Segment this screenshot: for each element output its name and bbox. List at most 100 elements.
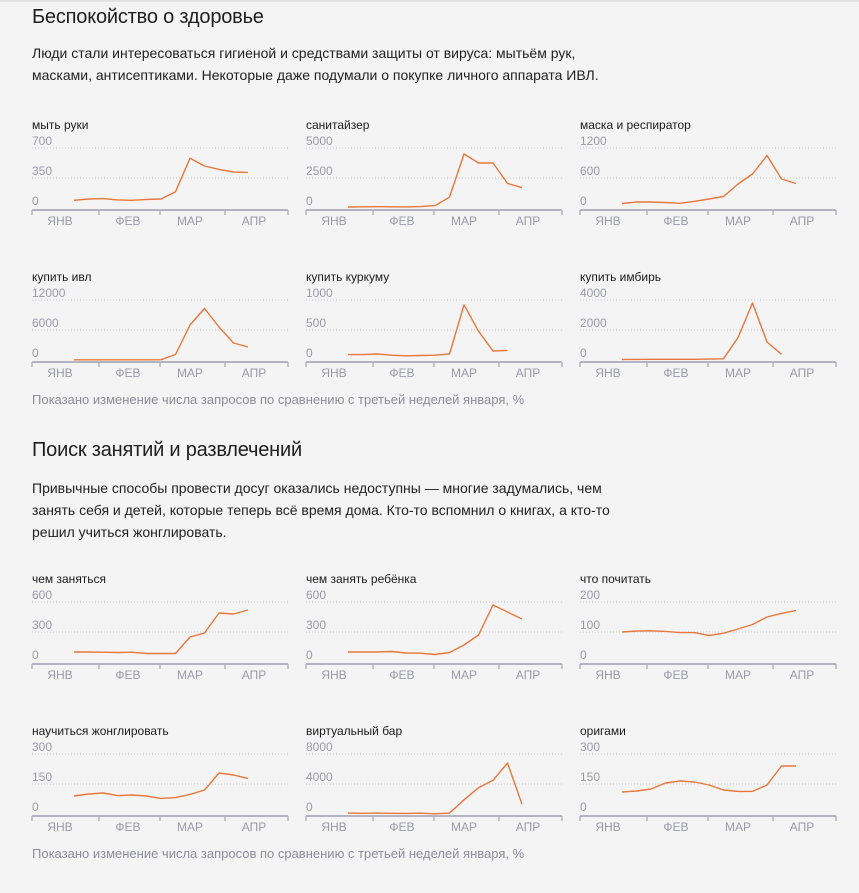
y-tick-label: 4000	[306, 770, 333, 784]
section-health: Беспокойство о здоровье	[32, 6, 832, 29]
series-line	[74, 307, 249, 361]
y-tick-label: 0	[32, 346, 39, 360]
y-tick-label: 0	[32, 648, 39, 662]
x-tick-label: ЯНВ	[321, 214, 346, 228]
y-tick-label: 8000	[306, 740, 333, 754]
section-health-desc-wrap: Люди стали интересоваться гигиеной и сре…	[32, 42, 832, 86]
chart-title: виртуальный бар	[306, 724, 403, 738]
x-tick-label: ЯНВ	[321, 820, 346, 834]
y-tick-label: 0	[306, 194, 313, 208]
section-title: Поиск занятий и развлечений	[32, 439, 302, 461]
y-tick-label: 0	[580, 800, 587, 814]
series-line	[73, 772, 249, 800]
chart-title: что почитать	[580, 572, 652, 586]
line-chart: 0 150 300 ЯНВ ФЕВ МАР АПР	[31, 740, 289, 834]
section-description: Люди стали интересоваться гигиеной и сре…	[32, 45, 599, 83]
series-line	[347, 762, 523, 815]
x-tick-label: ФЕВ	[663, 214, 688, 228]
series-line	[348, 604, 523, 656]
chart-title: купить ивл	[32, 270, 92, 284]
x-tick-label: МАР	[725, 214, 751, 228]
x-tick-label: АПР	[242, 820, 267, 834]
x-tick-label: МАР	[725, 366, 751, 380]
y-tick-label: 300	[32, 618, 52, 632]
y-tick-label: 600	[32, 588, 52, 602]
chart-title: мыть руки	[32, 118, 89, 132]
chart-9: научиться жонглировать 0 150 300 ЯНВ ФЕВ МАР АП…	[31, 724, 292, 834]
chart-title: научиться жонглировать	[32, 724, 169, 738]
x-tick-label: МАР	[177, 668, 203, 682]
chart-4: купить куркуму 0 500 1000 ЯНВ ФЕВ МАР АПР	[305, 270, 566, 380]
chart-0: мыть руки 0 350 700 ЯНВ ФЕВ МАР АПР	[31, 118, 292, 228]
section-leisure: Поиск занятий и развлечений	[32, 439, 832, 462]
x-tick-label: ЯНВ	[47, 214, 72, 228]
series-line	[621, 154, 797, 205]
chart-8: что почитать 0 100 200 ЯНВ ФЕВ МАР АПР	[579, 572, 840, 682]
x-tick-label: АПР	[242, 214, 267, 228]
y-tick-label: 0	[32, 800, 39, 814]
x-tick-label: ЯНВ	[47, 668, 72, 682]
x-tick-label: МАР	[451, 668, 477, 682]
y-tick-label: 100	[580, 618, 600, 632]
x-tick-label: ФЕВ	[389, 668, 414, 682]
chart-title: купить куркуму	[306, 270, 390, 284]
y-tick-label: 350	[32, 164, 52, 178]
chart-6: чем заняться 0 300 600 ЯНВ ФЕВ МАР АПР	[31, 572, 292, 682]
section-title: Беспокойство о здоровье	[32, 6, 264, 28]
x-tick-label: МАР	[177, 214, 203, 228]
x-tick-label: АПР	[242, 366, 267, 380]
chart-title: чем занять ребёнка	[306, 572, 417, 586]
series-line	[622, 302, 782, 361]
x-tick-label: ФЕВ	[389, 366, 414, 380]
line-chart: 0 600 1200 ЯНВ ФЕВ МАР АПР	[579, 134, 837, 228]
y-tick-label: 150	[32, 770, 52, 784]
x-tick-label: АПР	[790, 214, 815, 228]
x-tick-label: МАР	[451, 214, 477, 228]
series-line	[348, 304, 508, 357]
x-tick-label: АПР	[242, 668, 267, 682]
y-tick-label: 150	[580, 770, 600, 784]
y-tick-label: 6000	[32, 316, 59, 330]
x-tick-label: МАР	[177, 366, 203, 380]
x-tick-label: ЯНВ	[595, 820, 620, 834]
x-tick-label: АПР	[790, 668, 815, 682]
x-tick-label: АПР	[516, 668, 541, 682]
x-tick-label: МАР	[451, 820, 477, 834]
x-tick-label: ФЕВ	[663, 668, 688, 682]
x-tick-label: ФЕВ	[115, 214, 140, 228]
series-line	[621, 609, 797, 637]
line-chart: 0 2000 4000 ЯНВ ФЕВ МАР АПР	[579, 286, 837, 380]
x-tick-label: АПР	[790, 366, 815, 380]
x-tick-label: АПР	[516, 214, 541, 228]
series-line	[621, 765, 796, 793]
y-tick-label: 300	[580, 740, 600, 754]
section-leisure-desc-wrap: Привычные способы провести досуг оказали…	[32, 477, 832, 543]
y-tick-label: 0	[306, 648, 313, 662]
y-tick-label: 600	[306, 588, 326, 602]
x-tick-label: ЯНВ	[321, 366, 346, 380]
y-tick-label: 300	[306, 618, 326, 632]
y-tick-label: 4000	[580, 286, 607, 300]
chart-title: чем заняться	[32, 572, 107, 586]
y-tick-label: 200	[580, 588, 600, 602]
x-tick-label: АПР	[516, 820, 541, 834]
y-tick-label: 0	[580, 194, 587, 208]
x-tick-label: ЯНВ	[595, 668, 620, 682]
line-chart: 0 150 300 ЯНВ ФЕВ МАР АПР	[579, 740, 837, 834]
section-description: Привычные способы провести досуг оказали…	[32, 480, 610, 540]
x-tick-label: МАР	[725, 668, 751, 682]
y-tick-label: 600	[580, 164, 600, 178]
y-tick-label: 0	[580, 346, 587, 360]
chart-3: купить ивл 0 6000 12000 ЯНВ ФЕВ МАР АПР	[31, 270, 292, 380]
y-tick-label: 12000	[32, 286, 66, 300]
chart-1: санитайзер 0 2500 5000 ЯНВ ФЕВ МАР АПР	[305, 118, 566, 228]
chart-title: санитайзер	[306, 118, 370, 132]
y-tick-label: 0	[306, 800, 313, 814]
line-chart: 0 4000 8000 ЯНВ ФЕВ МАР АПР	[305, 740, 563, 834]
chart-7: чем занять ребёнка 0 300 600 ЯНВ ФЕВ МАР АПР	[305, 572, 566, 682]
y-tick-label: 0	[32, 194, 39, 208]
y-tick-label: 0	[306, 346, 313, 360]
x-tick-label: ЯНВ	[47, 366, 72, 380]
series-line	[347, 153, 523, 208]
series-line	[74, 609, 249, 655]
